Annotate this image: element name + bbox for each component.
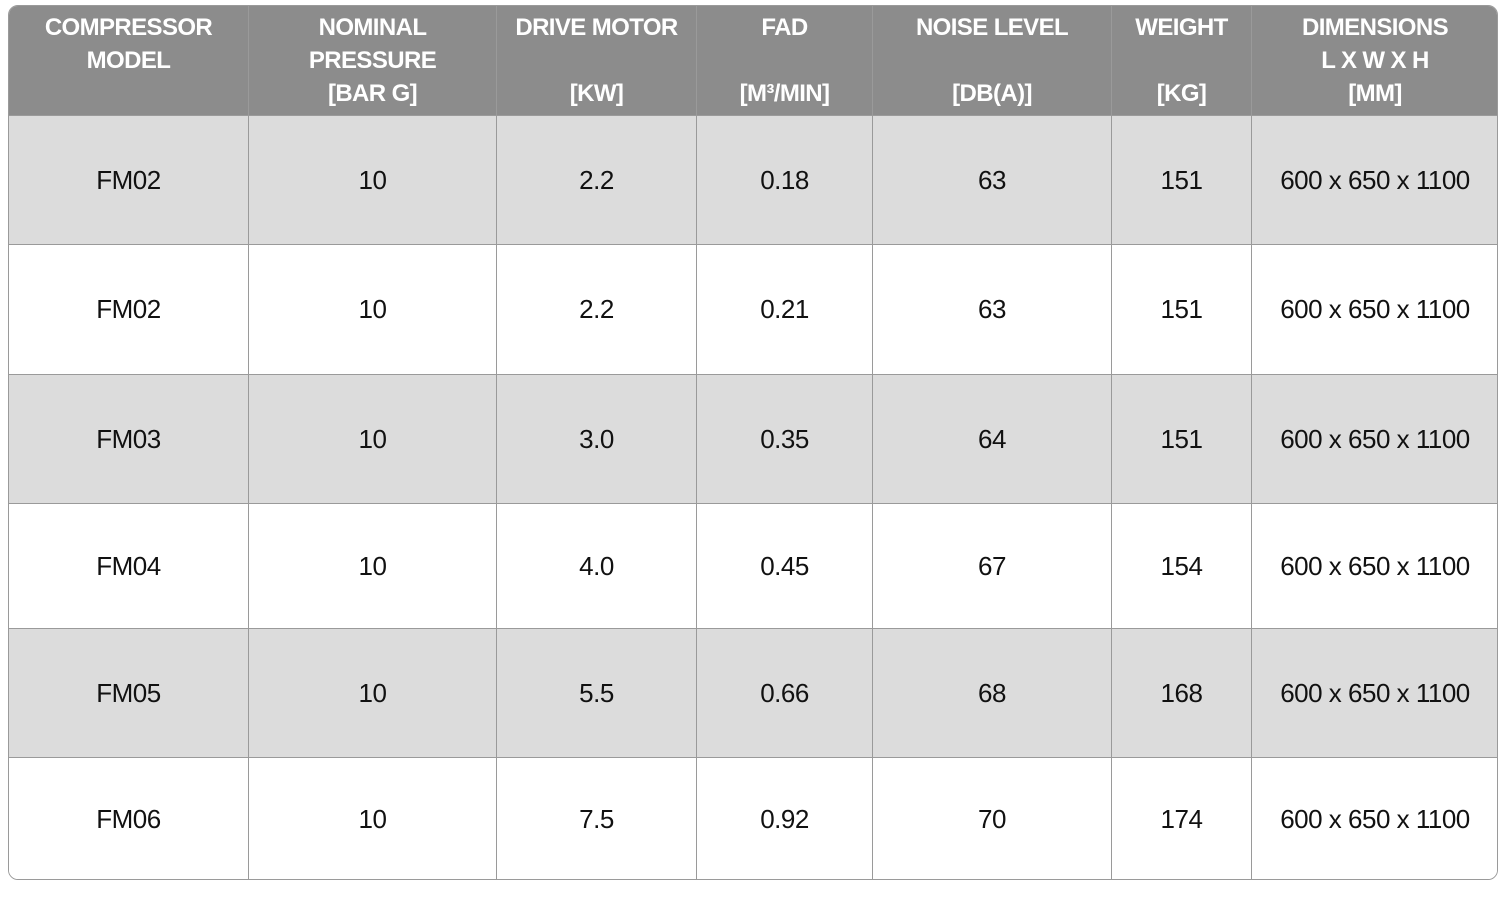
header-cell: WEIGHT [KG] xyxy=(1112,6,1252,116)
body-cell: 168 xyxy=(1112,629,1252,758)
body-cell: 0.18 xyxy=(697,116,873,245)
body-cell: 600 x 650 x 1100 xyxy=(1252,375,1497,504)
body-cell: 0.21 xyxy=(697,245,873,375)
body-cell: 4.0 xyxy=(497,504,697,629)
header-text: MODEL xyxy=(86,47,171,74)
header-text: [MM] xyxy=(1348,80,1402,107)
body-cell: 151 xyxy=(1112,116,1252,245)
body-cell: 3.0 xyxy=(497,375,697,504)
body-cell: 600 x 650 x 1100 xyxy=(1252,504,1497,629)
body-cell: 7.5 xyxy=(497,758,697,879)
body-cell: 0.35 xyxy=(697,375,873,504)
body-cell: 10 xyxy=(249,758,497,879)
header-text: COMPRESSOR xyxy=(44,14,213,41)
header-text: DRIVE MOTOR xyxy=(515,14,678,41)
header-text: [BAR G] xyxy=(327,80,418,107)
spec-table: COMPRESSOR MODEL NOMINAL PRESSURE [BAR G] DRI… xyxy=(8,5,1498,880)
body-cell: FM02 xyxy=(9,116,249,245)
header-text: PRESSURE xyxy=(308,47,437,74)
body-cell: 0.66 xyxy=(697,629,873,758)
header-text: L X W X H xyxy=(1321,47,1429,74)
header-cell: DIMENSIONS L X W X H [MM] xyxy=(1252,6,1497,116)
body-cell: 64 xyxy=(873,375,1112,504)
body-cell: 70 xyxy=(873,758,1112,879)
body-cell: 67 xyxy=(873,504,1112,629)
body-cell: 174 xyxy=(1112,758,1252,879)
body-cell: 68 xyxy=(873,629,1112,758)
body-cell: FM06 xyxy=(9,758,249,879)
body-cell: 2.2 xyxy=(497,116,697,245)
header-text: [M³/MIN] xyxy=(739,80,830,107)
body-cell: 2.2 xyxy=(497,245,697,375)
body-cell: 10 xyxy=(249,245,497,375)
header-text: DIMENSIONS xyxy=(1301,14,1449,41)
header-cell: FAD [M³/MIN] xyxy=(697,6,873,116)
body-cell: 154 xyxy=(1112,504,1252,629)
body-cell: 0.45 xyxy=(697,504,873,629)
body-cell: 151 xyxy=(1112,375,1252,504)
body-cell: 600 x 650 x 1100 xyxy=(1252,758,1497,879)
body-cell: 5.5 xyxy=(497,629,697,758)
body-cell: FM03 xyxy=(9,375,249,504)
header-text: WEIGHT xyxy=(1135,14,1228,41)
header-text: NOISE LEVEL xyxy=(915,14,1069,41)
body-cell: FM04 xyxy=(9,504,249,629)
body-cell: 0.92 xyxy=(697,758,873,879)
header-text: [KG] xyxy=(1156,80,1207,107)
header-text: [DB(A)] xyxy=(952,80,1032,107)
body-cell: 10 xyxy=(249,504,497,629)
header-cell: COMPRESSOR MODEL xyxy=(9,6,249,116)
body-cell: 600 x 650 x 1100 xyxy=(1252,116,1497,245)
body-cell: 151 xyxy=(1112,245,1252,375)
header-cell: DRIVE MOTOR [KW] xyxy=(497,6,697,116)
header-cell: NOMINAL PRESSURE [BAR G] xyxy=(249,6,497,116)
header-text: [KW] xyxy=(569,80,624,107)
body-cell: 10 xyxy=(249,629,497,758)
body-cell: 63 xyxy=(873,245,1112,375)
header-text: NOMINAL xyxy=(318,14,427,41)
body-cell: FM05 xyxy=(9,629,249,758)
body-cell: 600 x 650 x 1100 xyxy=(1252,629,1497,758)
body-cell: 10 xyxy=(249,375,497,504)
body-cell: 10 xyxy=(249,116,497,245)
header-text: FAD xyxy=(761,14,808,41)
body-cell: FM02 xyxy=(9,245,249,375)
body-cell: 600 x 650 x 1100 xyxy=(1252,245,1497,375)
body-cell: 63 xyxy=(873,116,1112,245)
header-cell: NOISE LEVEL [DB(A)] xyxy=(873,6,1112,116)
